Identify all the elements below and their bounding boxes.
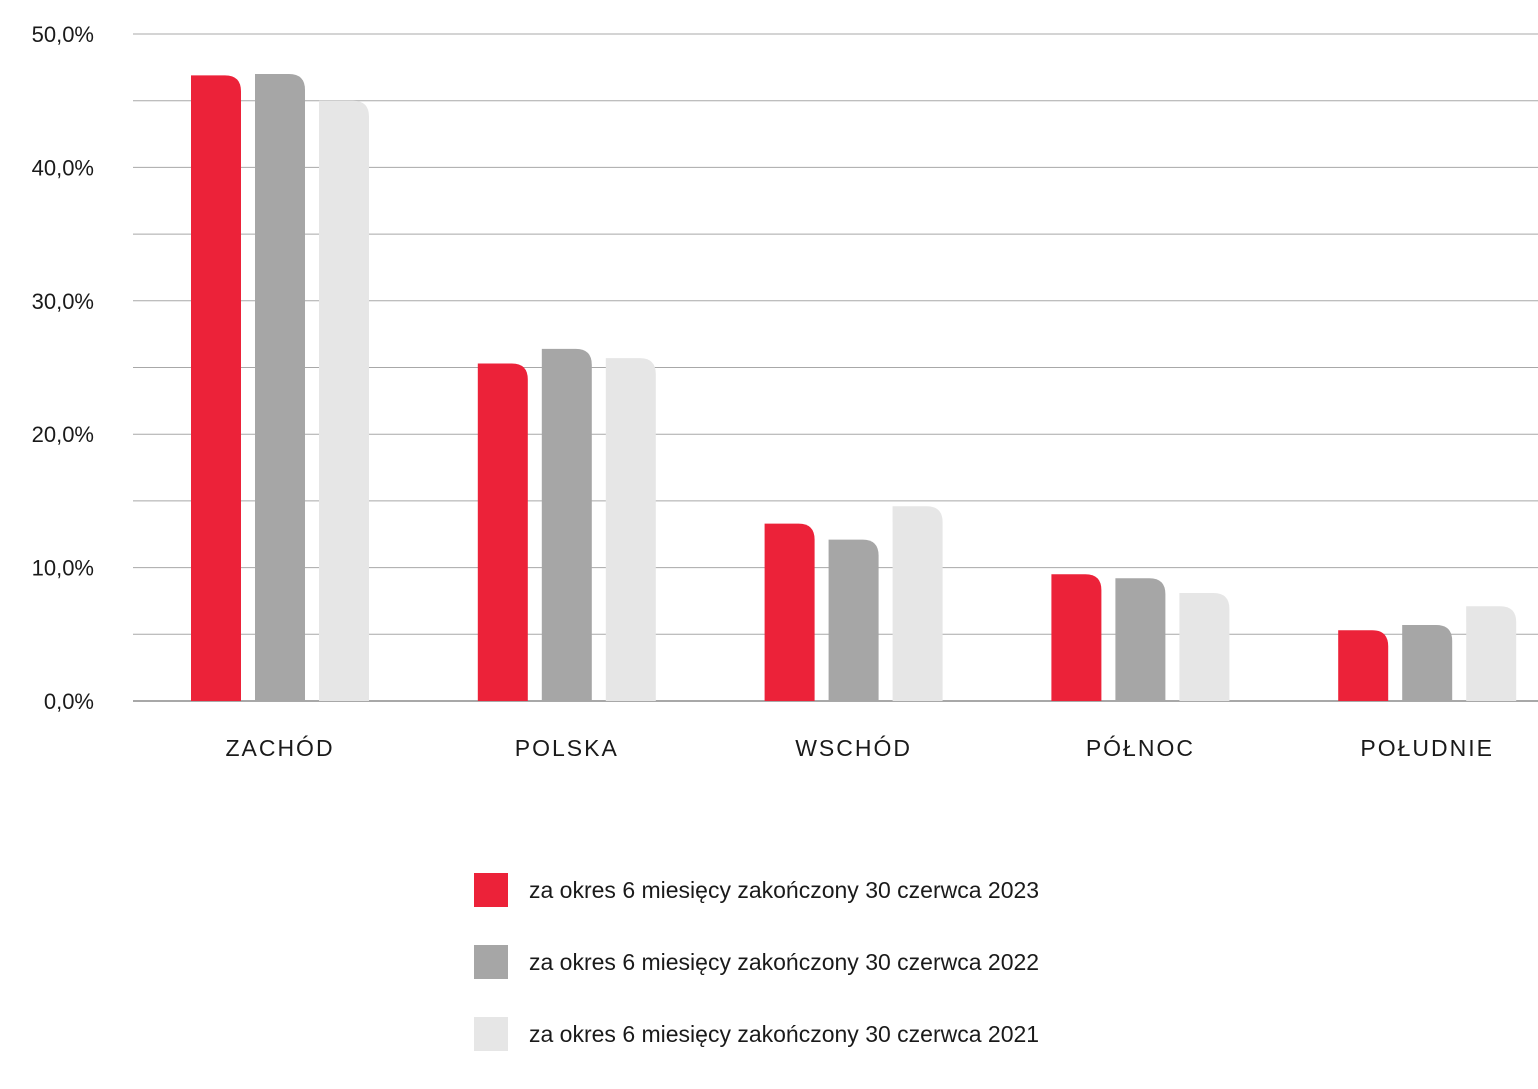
bar — [1179, 592, 1230, 701]
legend-label-2022: za okres 6 miesięcy zakończony 30 czerwc… — [529, 948, 1040, 975]
y-tick-label: 10,0% — [32, 556, 94, 581]
bar — [1115, 578, 1166, 701]
bars — [191, 74, 1517, 701]
x-category-label: PÓŁNOC — [1086, 735, 1195, 761]
legend-label-2021: za okres 6 miesięcy zakończony 30 czerwc… — [529, 1020, 1040, 1047]
legend-swatch-2022 — [474, 945, 508, 979]
legend-swatch-2023 — [474, 873, 508, 907]
bar — [477, 363, 528, 701]
legend-item-2022: za okres 6 miesięcy zakończony 30 czerwc… — [474, 945, 1039, 979]
x-category-label: POLSKA — [515, 735, 619, 761]
bar — [319, 100, 369, 701]
bar — [1051, 574, 1102, 701]
legend: za okres 6 miesięcy zakończony 30 czerwc… — [474, 873, 1039, 1089]
x-category-label: WSCHÓD — [795, 735, 912, 761]
y-tick-label: 0,0% — [44, 689, 94, 714]
y-axis: 0,0% 10,0% 20,0% 30,0% 40,0% 50,0% — [32, 22, 94, 714]
x-category-label: ZACHÓD — [225, 735, 334, 761]
x-category-label: POŁUDNIE — [1360, 735, 1494, 761]
bar — [1338, 630, 1389, 701]
bar — [255, 74, 305, 701]
y-tick-label: 30,0% — [32, 289, 94, 314]
bar-chart: 0,0% 10,0% 20,0% 30,0% 40,0% 50,0% ZACHÓD POLS… — [32, 22, 1538, 761]
legend-item-2023: za okres 6 miesięcy zakończony 30 czerwc… — [474, 873, 1039, 907]
y-tick-label: 50,0% — [32, 22, 94, 47]
bar — [541, 348, 592, 701]
y-tick-label: 20,0% — [32, 422, 94, 447]
x-axis: ZACHÓD POLSKA WSCHÓD PÓŁNOC POŁUDNIE — [225, 735, 1494, 761]
bar — [191, 75, 241, 701]
y-tick-label: 40,0% — [32, 155, 94, 180]
legend-label-2023: za okres 6 miesięcy zakończony 30 czerwc… — [529, 876, 1040, 903]
bar — [764, 523, 815, 701]
bar — [892, 506, 943, 701]
legend-swatch-2021 — [474, 1017, 508, 1051]
bar — [1466, 606, 1517, 701]
bar — [1402, 624, 1453, 701]
bar — [605, 358, 656, 701]
legend-item-2021: za okres 6 miesięcy zakończony 30 czerwc… — [474, 1017, 1039, 1051]
bar — [828, 539, 879, 701]
